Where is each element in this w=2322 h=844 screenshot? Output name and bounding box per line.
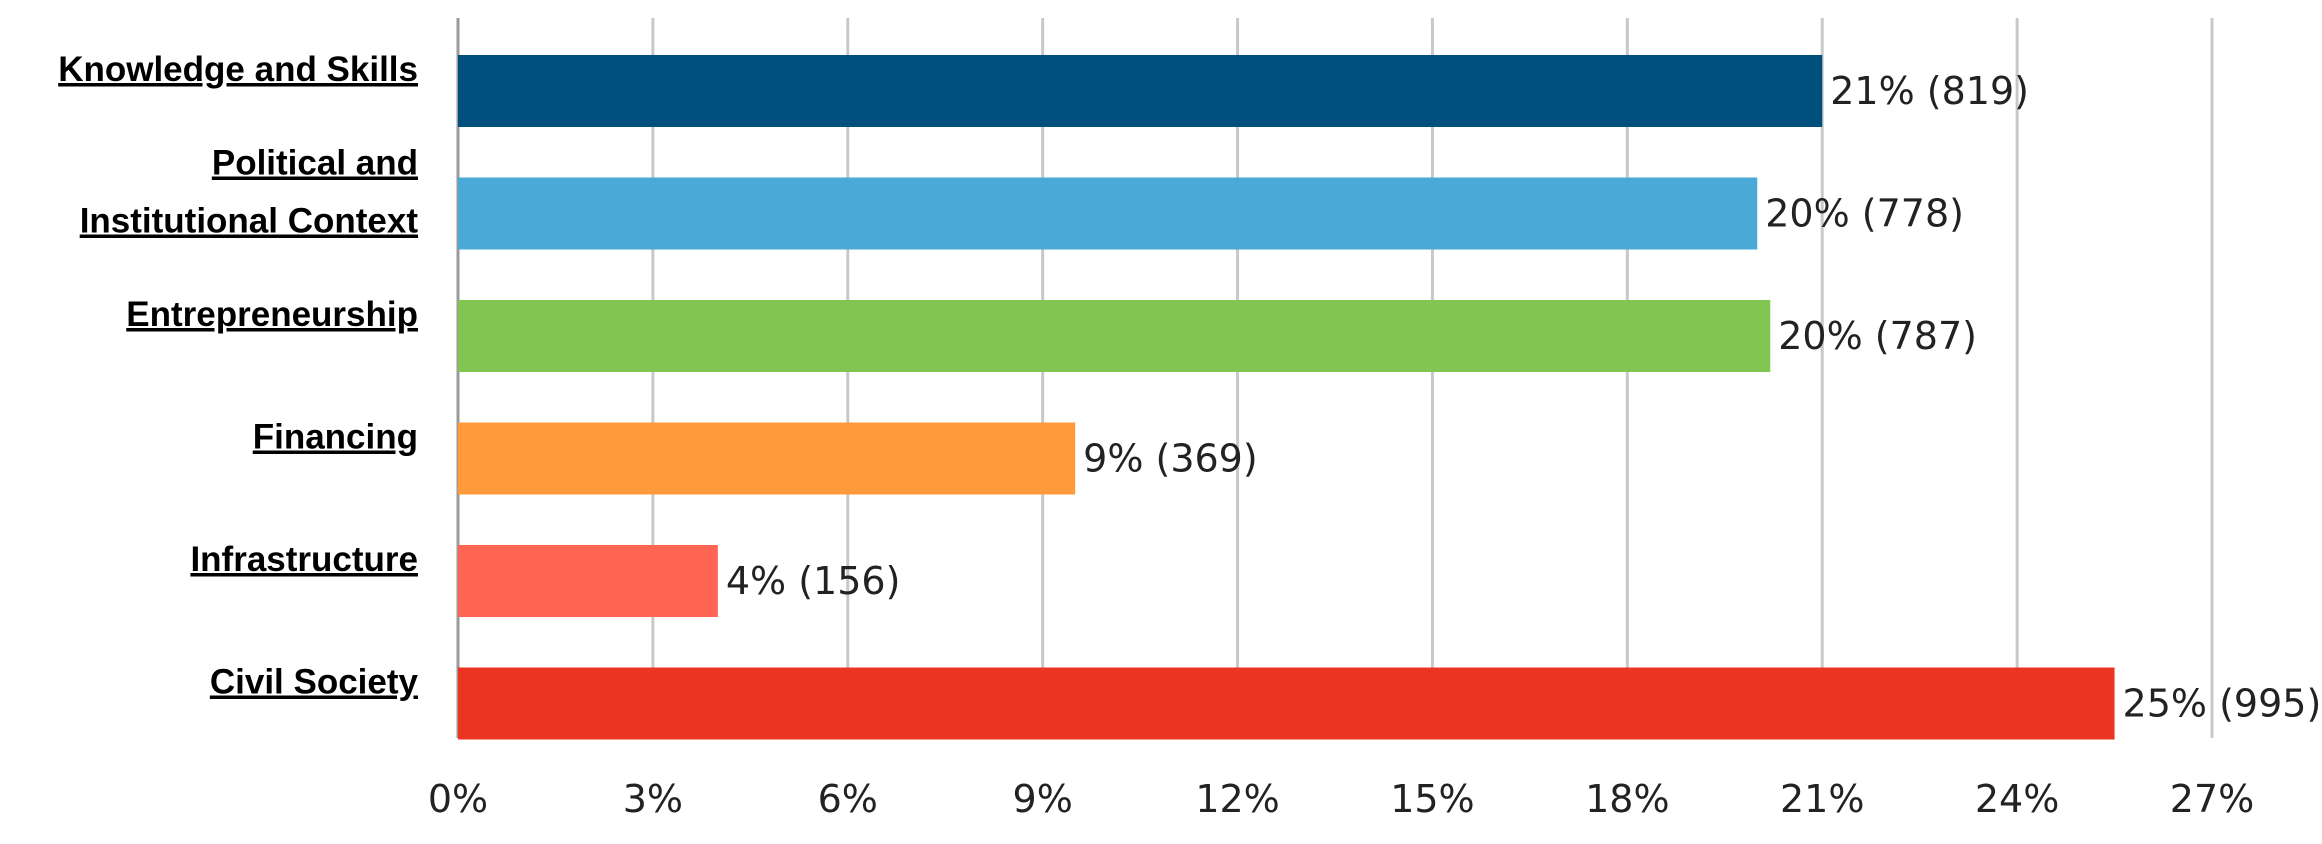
bar bbox=[458, 545, 718, 617]
data-label: 20% (778) bbox=[1765, 192, 1964, 236]
data-label: 21% (819) bbox=[1830, 69, 2029, 113]
x-tick-label: 18% bbox=[1585, 777, 1669, 821]
x-tick-label: 6% bbox=[818, 777, 878, 821]
category-label: Political and bbox=[212, 144, 418, 183]
data-label: 4% (156) bbox=[726, 559, 901, 603]
x-tick-label: 3% bbox=[623, 777, 683, 821]
x-tick-label: 15% bbox=[1390, 777, 1474, 821]
data-labels: 21% (819) 20% (778) 20% (787) 9% (369) 4% (1… bbox=[726, 69, 2321, 726]
x-tick-label: 27% bbox=[2170, 777, 2254, 821]
bar bbox=[458, 422, 1076, 495]
category-label: Entrepreneurship bbox=[126, 295, 418, 334]
data-label: 20% (787) bbox=[1778, 314, 1977, 358]
category-labels: Knowledge and Skills Political and Institu… bbox=[58, 50, 418, 702]
x-tick-label: 21% bbox=[1780, 777, 1864, 821]
x-tick-label: 12% bbox=[1195, 777, 1279, 821]
data-label: 9% (369) bbox=[1083, 437, 1258, 481]
x-tick-label: 0% bbox=[428, 777, 488, 821]
bar bbox=[458, 667, 2115, 740]
x-tick-label: 9% bbox=[1013, 777, 1073, 821]
category-label: Civil Society bbox=[210, 663, 419, 702]
bar bbox=[458, 55, 1823, 127]
category-label: Institutional Context bbox=[80, 202, 419, 241]
category-label: Knowledge and Skills bbox=[58, 50, 418, 89]
x-axis-tick-labels: 0% 3% 6% 9% 12% 15% 18% 21% 24% 27% bbox=[428, 777, 2254, 821]
data-label: 25% (995) bbox=[2123, 682, 2322, 726]
category-label: Infrastructure bbox=[190, 540, 418, 579]
gridlines bbox=[456, 18, 2214, 738]
category-label: Financing bbox=[253, 418, 418, 457]
bar bbox=[458, 300, 1771, 372]
bar bbox=[458, 177, 1758, 250]
x-tick-label: 24% bbox=[1975, 777, 2059, 821]
bars bbox=[458, 55, 2115, 740]
